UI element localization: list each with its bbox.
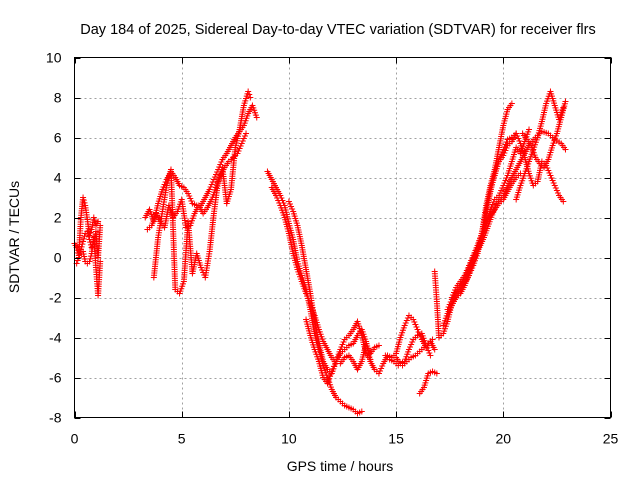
y-tick-label: -2	[49, 290, 62, 306]
data-point-trace	[85, 231, 92, 238]
x-tick-label: 0	[71, 431, 79, 447]
x-tick-label: 5	[178, 431, 186, 447]
x-tick-label: 20	[496, 431, 512, 447]
y-axis-label: SDTVAR / TECUs	[6, 181, 22, 293]
data-point-trace	[78, 243, 85, 250]
data-point-trace	[77, 249, 84, 256]
data-point	[75, 254, 82, 261]
plot-frame	[74, 57, 611, 418]
data-point	[253, 114, 260, 121]
data-point	[375, 342, 382, 349]
y-tick-label: -4	[49, 330, 62, 346]
data-point-trace	[246, 91, 253, 98]
chart-title: Day 184 of 2025, Sidereal Day-to-day VTE…	[80, 22, 595, 38]
data-point	[97, 222, 104, 229]
y-tick-label: 4	[54, 170, 62, 186]
axis-ticks	[74, 57, 612, 419]
x-axis-label: GPS time / hours	[287, 458, 394, 474]
data-points	[71, 88, 569, 417]
data-point	[560, 198, 567, 205]
y-tick-label: 8	[54, 90, 62, 106]
data-point	[245, 88, 252, 95]
data-point	[84, 228, 91, 235]
y-tick-label: -6	[49, 370, 62, 386]
data-point-trace	[85, 233, 92, 240]
data-point	[95, 218, 102, 225]
data-point	[433, 370, 440, 377]
data-point-trace	[81, 233, 88, 240]
data-point-trace	[76, 251, 83, 258]
data-point	[97, 258, 104, 265]
data-point	[429, 336, 436, 343]
data-point	[90, 214, 97, 221]
x-tick-labels: 0 5 10 15 20 25	[71, 431, 619, 447]
data-point	[427, 352, 434, 359]
y-tick-labels: -8 -6 -4 -2 0 2 4 6 8 10	[46, 50, 62, 426]
data-point	[358, 408, 365, 415]
y-tick-label: 6	[54, 130, 62, 146]
data-point	[526, 126, 533, 133]
data-point-trace	[80, 197, 87, 204]
data-point	[80, 238, 87, 245]
data-point	[247, 94, 254, 101]
y-tick-label: -8	[49, 410, 62, 426]
data-point-trace	[91, 217, 98, 224]
y-tick-label: 10	[46, 50, 62, 66]
data-point-trace	[87, 255, 94, 262]
data-point	[80, 194, 87, 201]
y-tick-label: 2	[54, 210, 62, 226]
data-point	[431, 346, 438, 353]
data-point-trace	[80, 235, 87, 242]
y-tick-label: 0	[54, 250, 62, 266]
x-tick-label: 15	[388, 431, 404, 447]
data-point-trace	[79, 241, 86, 248]
data-point-trace	[81, 199, 88, 206]
x-tick-label: 25	[603, 431, 619, 447]
data-point	[562, 98, 569, 105]
data-point	[562, 146, 569, 153]
data-point	[86, 258, 93, 265]
x-tick-label: 10	[281, 431, 297, 447]
data-point	[508, 100, 515, 107]
data-point	[243, 130, 250, 137]
